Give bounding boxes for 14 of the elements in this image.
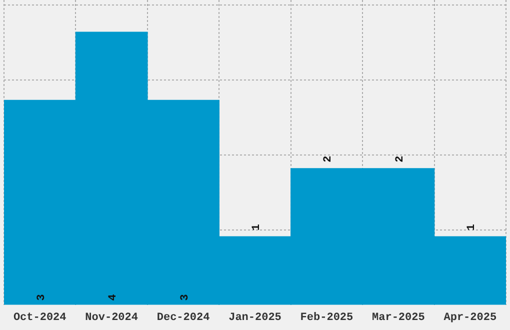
data-label: 4 [108,294,120,301]
data-label: 3 [179,294,192,301]
data-label: 1 [251,224,263,231]
x-tick-label: Oct-2024 [13,312,67,324]
x-tick-label: Nov-2024 [85,312,138,324]
x-tick-label: Jan-2025 [228,312,282,324]
x-tick-label: Mar-2025 [372,312,426,324]
x-tick-label: Feb-2025 [300,312,354,324]
x-tick-label: Apr-2025 [444,312,497,324]
x-tick-label: Dec-2024 [156,312,210,324]
data-label: 1 [466,224,478,231]
data-label: 3 [36,294,48,301]
data-label: 2 [322,156,335,162]
data-label: 2 [394,156,406,162]
